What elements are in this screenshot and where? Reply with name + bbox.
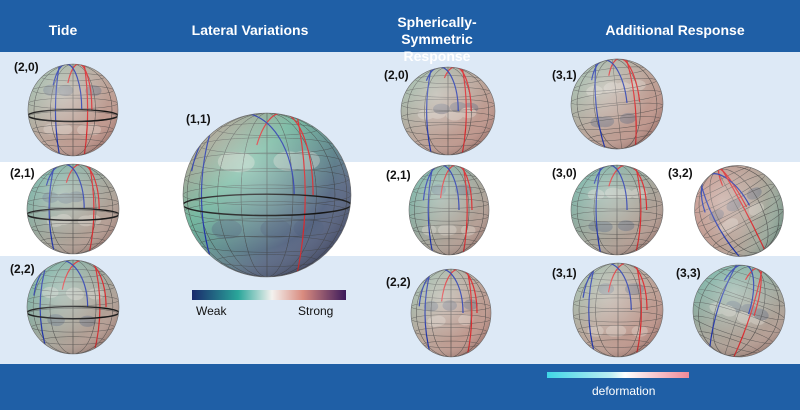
- label-spherical-2-1: (2,1): [386, 168, 411, 182]
- row-band-1: [0, 52, 800, 162]
- label-tide-2-1: (2,1): [10, 166, 35, 180]
- globe-additional-3-1-bottom: [572, 262, 664, 358]
- footer-bar: [0, 364, 800, 410]
- globe-additional-3-1-top: [570, 58, 664, 150]
- globe-additional-3-2: [694, 165, 784, 258]
- label-additional-3-1-bottom: (3,1): [552, 266, 577, 280]
- label-additional-3-0: (3,0): [552, 166, 577, 180]
- label-additional-3-1-top: (3,1): [552, 68, 577, 82]
- globe-lateral-1-1: [182, 112, 352, 278]
- header-additional-response: Additional Response: [605, 22, 745, 38]
- globe-tide-2-2: [26, 259, 120, 355]
- deformation-label: deformation: [592, 384, 656, 398]
- row-band-2: [0, 162, 800, 256]
- label-lateral-1-1: (1,1): [186, 112, 211, 126]
- colorbar-weak-label: Weak: [196, 304, 227, 318]
- header-bar: [0, 0, 800, 52]
- label-additional-3-3: (3,3): [676, 266, 701, 280]
- colorbar-strong-label: Strong: [298, 304, 334, 318]
- deformation-colorbar: [547, 372, 689, 378]
- header-lateral-variations: Lateral Variations: [191, 22, 309, 38]
- label-spherical-2-2: (2,2): [386, 275, 411, 289]
- globe-spherical-2-1: [408, 164, 490, 256]
- globe-tide-2-1: [26, 163, 120, 255]
- globe-spherical-2-2: [410, 268, 492, 358]
- label-additional-3-2: (3,2): [668, 166, 693, 180]
- label-spherical-2-0: (2,0): [384, 68, 409, 82]
- label-tide-2-2: (2,2): [10, 262, 35, 276]
- header-tide: Tide: [48, 22, 78, 38]
- lateral-colorbar: [192, 290, 346, 300]
- label-tide-2-0: (2,0): [14, 60, 39, 74]
- globe-tide-2-0: [27, 63, 119, 157]
- header-spherically-symmetric: Spherically-Symmetric Response: [397, 14, 477, 64]
- globe-additional-3-0: [570, 164, 664, 256]
- globe-additional-3-3: [692, 264, 786, 358]
- globe-spherical-2-0: [400, 66, 496, 156]
- row-band-3: [0, 256, 800, 364]
